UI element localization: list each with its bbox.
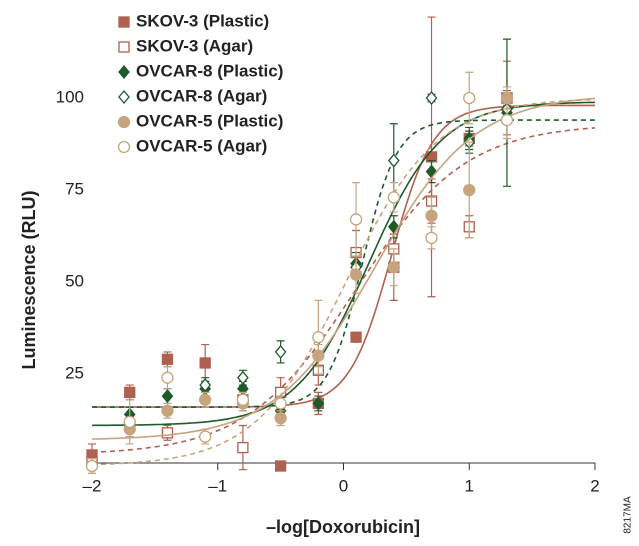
- point: [161, 404, 174, 417]
- point: [312, 331, 325, 344]
- point: [463, 183, 476, 197]
- legend-label: OVCAR-8 (Plastic): [136, 61, 283, 80]
- y-tick-label: 75: [65, 179, 84, 198]
- legend-label: OVCAR-8 (Agar): [136, 86, 267, 105]
- point: [425, 90, 438, 106]
- x-tick-label: 1: [465, 476, 474, 495]
- point: [350, 331, 362, 343]
- point: [236, 393, 250, 406]
- point: [161, 389, 174, 404]
- point: [425, 164, 438, 179]
- point: [387, 153, 400, 168]
- point: [124, 386, 136, 399]
- x-tick-label: 2: [590, 476, 599, 495]
- legend-label: SKOV-3 (Agar): [136, 36, 253, 55]
- legend-marker: [118, 41, 130, 53]
- legend-marker: [118, 16, 130, 28]
- y-tick-label: 100: [56, 87, 84, 106]
- point: [85, 459, 99, 473]
- point: [387, 191, 400, 204]
- point: [387, 261, 400, 274]
- fit-curve: [91, 97, 596, 440]
- point: [199, 378, 212, 393]
- legend-marker: [117, 140, 131, 154]
- x-tick-label: 0: [339, 476, 348, 495]
- point: [274, 460, 287, 472]
- legend-label: SKOV-3 (Plastic): [136, 11, 269, 30]
- point: [199, 357, 211, 369]
- point: [123, 415, 136, 428]
- point: [237, 441, 249, 454]
- point: [349, 268, 363, 281]
- y-tick-label: 50: [65, 271, 84, 290]
- point: [199, 393, 212, 406]
- fit-curve: [91, 127, 596, 454]
- point: [425, 231, 438, 244]
- point: [161, 371, 174, 384]
- point: [161, 427, 174, 439]
- legend-marker: [118, 64, 130, 80]
- x-tick-label: –2: [83, 476, 102, 495]
- y-axis-label: Luminescence (RLU): [19, 190, 39, 369]
- point: [463, 91, 476, 105]
- point: [199, 430, 212, 443]
- point: [274, 344, 287, 359]
- figure-code: 8217MA: [623, 496, 634, 534]
- point: [161, 353, 174, 365]
- x-axis-label: –log[Doxorubicin]: [266, 517, 420, 537]
- point: [500, 113, 514, 127]
- y-tick-label: 25: [65, 363, 84, 382]
- fit-curve: [91, 98, 596, 466]
- legend-label: OVCAR-5 (Agar): [136, 136, 267, 155]
- legend-marker: [118, 89, 130, 105]
- legend-label: OVCAR-5 (Plastic): [136, 111, 283, 130]
- point: [425, 209, 438, 222]
- point: [274, 397, 287, 410]
- point: [274, 412, 287, 425]
- point: [237, 370, 249, 385]
- point: [312, 396, 325, 411]
- legend-marker: [117, 115, 131, 129]
- point: [349, 213, 363, 226]
- x-tick-label: –1: [208, 476, 227, 495]
